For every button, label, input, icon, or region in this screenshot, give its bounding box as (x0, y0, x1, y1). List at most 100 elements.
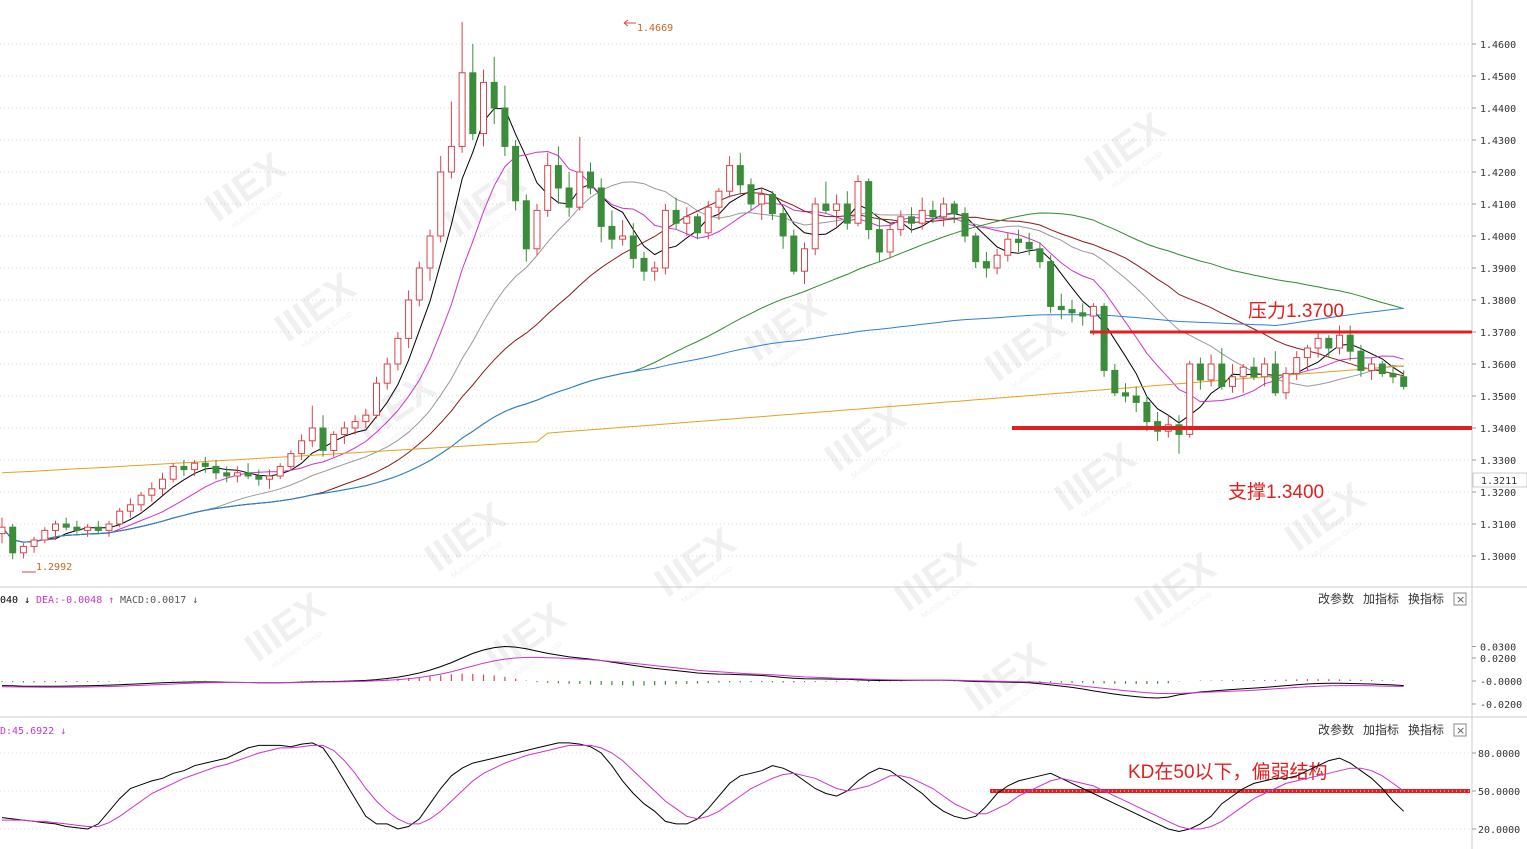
macd-switch-indicator-button[interactable]: 换指标 (1408, 591, 1444, 606)
candle-body (373, 382, 380, 416)
candle-body (608, 225, 616, 240)
candle-up (30, 536, 38, 553)
candle-up (704, 200, 712, 240)
candle-body (833, 203, 841, 211)
candle-body (640, 257, 648, 272)
candle-up (619, 220, 627, 246)
current-price-label: 1.3211 (1481, 476, 1517, 487)
candle-up (886, 223, 894, 259)
candle-down (1196, 357, 1204, 390)
candle-up (362, 408, 370, 428)
candle-body (554, 165, 562, 189)
kd-add-indicator-button[interactable]: 加指标 (1363, 722, 1399, 737)
candle-down (1400, 370, 1408, 390)
candle-body (223, 472, 231, 477)
candle-up (576, 136, 584, 211)
candle-up (715, 188, 723, 220)
candle-body (544, 165, 552, 211)
candle-body (308, 427, 316, 442)
candle-up (169, 463, 177, 483)
price-tick-label: 1.4400 (1480, 104, 1516, 115)
kd-edit-params-button[interactable]: 改参数 (1318, 722, 1354, 737)
candle-down (640, 252, 648, 281)
price-tick-label: 1.3800 (1480, 296, 1516, 307)
candle-up (287, 450, 295, 470)
candle-up (480, 69, 487, 147)
candle-body (918, 209, 926, 224)
candle-body (94, 526, 102, 531)
candle-up (1314, 332, 1322, 358)
candle-body (704, 206, 712, 234)
candle-down (522, 194, 530, 262)
candle-body (940, 203, 948, 218)
macd-close-button[interactable] (1453, 592, 1467, 606)
candle-up (1186, 360, 1194, 438)
candle-body (1132, 395, 1140, 403)
candle-body (576, 171, 584, 208)
candle-body (982, 261, 990, 269)
candle-down (961, 207, 969, 243)
candle-body (394, 337, 402, 365)
close-icon: × (1456, 724, 1465, 737)
candle-body (533, 209, 541, 250)
candle-down (1143, 396, 1151, 432)
candle-down (319, 415, 327, 457)
candle-down (512, 140, 520, 211)
candle-body (993, 254, 1001, 269)
candle-body (811, 203, 819, 250)
candle-down (554, 146, 562, 204)
candle-body (1068, 309, 1076, 314)
candle-down (1389, 367, 1397, 384)
candle-body (961, 213, 969, 237)
candle-body (41, 529, 49, 541)
candle-body (1357, 350, 1365, 371)
candle-up (191, 460, 199, 476)
candle-down (1378, 360, 1386, 377)
candle-body (1218, 363, 1226, 387)
kd-close-button[interactable] (1453, 723, 1467, 737)
candle-up (833, 194, 841, 227)
candle-down (565, 172, 573, 217)
candle-body (319, 427, 327, 451)
candle-down (1025, 232, 1033, 256)
candle-down (908, 207, 915, 233)
macd-panel (1, 645, 1405, 699)
candle-body (169, 465, 177, 480)
macd-tick-label: 0.0200 (1480, 654, 1516, 665)
candle-up (19, 543, 27, 559)
candle-body (148, 488, 156, 496)
macd-add-indicator-button[interactable]: 加指标 (1363, 591, 1399, 606)
macd-dif-line (1, 645, 1404, 699)
candle-body (1229, 376, 1236, 387)
candle-up (426, 229, 434, 281)
candle-body (565, 187, 573, 208)
macd-dea-label: DEA:-0.0048 ↑ (36, 595, 114, 606)
kd-switch-indicator-button[interactable]: 换指标 (1408, 722, 1444, 737)
candle-up (811, 197, 819, 256)
ma250-line (1, 365, 1404, 474)
candle-body (137, 494, 145, 506)
macd-edit-params-button[interactable]: 改参数 (1318, 591, 1354, 606)
candle-body (1314, 337, 1322, 349)
candle-body (1303, 347, 1311, 359)
candle-body (84, 526, 92, 531)
candle-body (1250, 366, 1258, 378)
candle-down (608, 210, 616, 249)
candle-up (918, 197, 926, 230)
candle-body (694, 216, 701, 234)
candle-up (993, 248, 1001, 275)
candle-body (972, 235, 980, 263)
candle-body (865, 181, 873, 231)
ma30-line (1, 192, 1404, 543)
candle-down (1111, 364, 1119, 396)
candle-body (683, 216, 691, 224)
candle-up (758, 188, 766, 220)
candle-body (1336, 334, 1343, 349)
candle-body (747, 184, 755, 205)
candles-layer (0, 21, 1408, 560)
candle-up (330, 431, 338, 457)
candle-up (897, 210, 905, 236)
candle-body (351, 421, 359, 429)
